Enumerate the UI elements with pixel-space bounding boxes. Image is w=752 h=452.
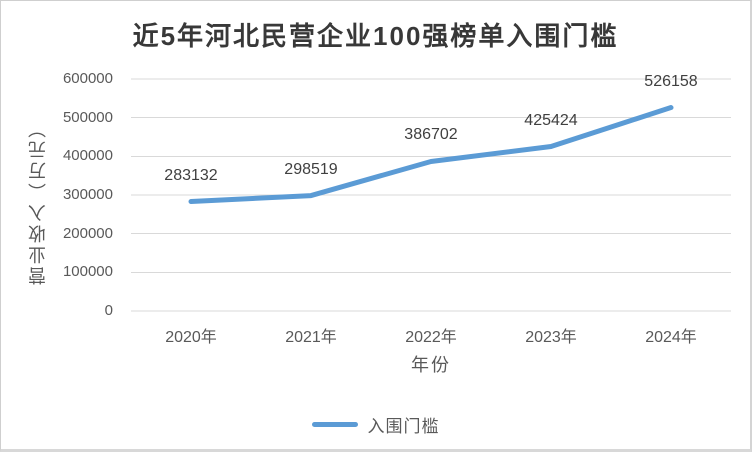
y-tick-label: 600000 [62, 70, 113, 87]
y-tick-label: 100000 [62, 263, 113, 281]
y-tick-label: 400000 [62, 147, 113, 165]
data-label: 283132 [164, 166, 218, 184]
x-tick-label: 2024年 [645, 329, 697, 346]
data-label: 526158 [644, 72, 698, 90]
x-tick-label: 2020年 [165, 329, 217, 346]
y-tick-label: 300000 [62, 186, 113, 203]
y-tick-label: 500000 [62, 108, 113, 126]
x-tick-label: 2022年 [405, 329, 457, 346]
x-axis-title: 年份 [411, 355, 451, 375]
data-label: 425424 [524, 111, 578, 129]
y-tick-label: 0 [104, 302, 113, 319]
y-tick-label: 200000 [62, 224, 113, 242]
legend: 入围门槛 [1, 412, 750, 437]
legend-line-swatch [311, 422, 358, 427]
chart-title: 近5年河北民营企业100强榜单入围门槛 [132, 21, 619, 51]
series-line [188, 105, 674, 205]
x-tick-label: 2021年 [285, 329, 337, 346]
legend-label: 入围门槛 [367, 417, 440, 436]
data-label: 386702 [404, 126, 458, 144]
x-tick-label: 2023年 [525, 329, 577, 346]
data-label: 298519 [284, 160, 338, 178]
